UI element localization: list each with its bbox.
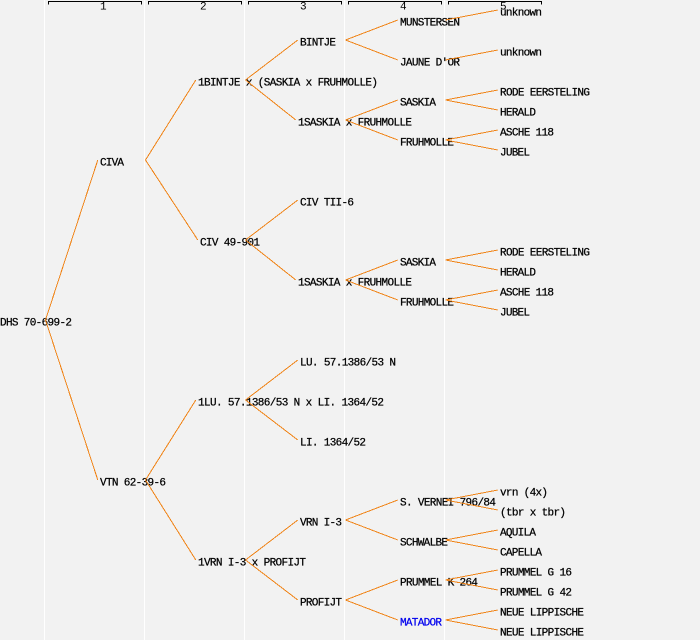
svg-text:CIVA: CIVA	[100, 157, 124, 169]
svg-text:VRN I-3: VRN I-3	[300, 517, 342, 529]
svg-text:MUNSTERSEN: MUNSTERSEN	[400, 17, 460, 29]
svg-text:MATADOR: MATADOR	[400, 617, 442, 629]
svg-text:unknown: unknown	[500, 7, 542, 19]
svg-text:JAUNE D'OR: JAUNE D'OR	[400, 57, 460, 69]
svg-text:LU. 57.1386/53 N: LU. 57.1386/53 N	[300, 357, 396, 369]
svg-text:NEUE LIPPISCHE: NEUE LIPPISCHE	[500, 607, 584, 619]
svg-text:1LU. 57.1386/53 N x LI. 1364/5: 1LU. 57.1386/53 N x LI. 1364/52	[198, 397, 384, 409]
svg-text:ASCHE 118: ASCHE 118	[500, 287, 554, 299]
svg-text:NEUE LIPPISCHE: NEUE LIPPISCHE	[500, 627, 584, 639]
svg-text:FRUHMOLLE: FRUHMOLLE	[400, 137, 454, 149]
svg-text:3: 3	[300, 2, 307, 14]
svg-text:AQUILA: AQUILA	[500, 527, 536, 539]
svg-text:LI. 1364/52: LI. 1364/52	[300, 437, 366, 449]
svg-text:2: 2	[200, 2, 207, 14]
svg-text:PRUMMEL G 16: PRUMMEL G 16	[500, 567, 572, 579]
svg-text:S. VERNEI 796/84: S. VERNEI 796/84	[400, 497, 496, 509]
svg-text:1: 1	[100, 2, 107, 14]
svg-text:PRUMMEL G 42: PRUMMEL G 42	[500, 587, 572, 599]
svg-text:SASKIA: SASKIA	[400, 97, 436, 109]
svg-text:JUBEL: JUBEL	[500, 147, 530, 159]
svg-text:HERALD: HERALD	[500, 107, 536, 119]
svg-text:1BINTJE x (SASKIA x FRUHMOLLE): 1BINTJE x (SASKIA x FRUHMOLLE)	[198, 77, 378, 89]
svg-text:DHS 70-699-2: DHS 70-699-2	[0, 317, 72, 329]
svg-text:RODE EERSTELING: RODE EERSTELING	[500, 87, 590, 99]
svg-text:VTN 62-39-6: VTN 62-39-6	[100, 477, 166, 489]
svg-text:RODE EERSTELING: RODE EERSTELING	[500, 247, 590, 259]
svg-text:vrn (4x): vrn (4x)	[500, 487, 548, 499]
svg-text:BINTJE: BINTJE	[300, 37, 336, 49]
svg-text:5: 5	[500, 2, 507, 14]
svg-text:HERALD: HERALD	[500, 267, 536, 279]
svg-text:(tbr x tbr): (tbr x tbr)	[500, 507, 566, 519]
svg-text:SASKIA: SASKIA	[400, 257, 436, 269]
svg-text:ASCHE 118: ASCHE 118	[500, 127, 554, 139]
svg-text:FRUHMOLLE: FRUHMOLLE	[400, 297, 454, 309]
svg-text:SCHWALBE: SCHWALBE	[400, 537, 448, 549]
svg-text:CIV 49-901: CIV 49-901	[200, 237, 260, 249]
svg-text:PRUMMEL K 264: PRUMMEL K 264	[400, 577, 478, 589]
svg-text:CAPELLA: CAPELLA	[500, 547, 542, 559]
svg-text:CIV TII-6: CIV TII-6	[300, 197, 354, 209]
svg-text:unknown: unknown	[500, 47, 542, 59]
svg-text:4: 4	[400, 2, 407, 14]
svg-text:PROFIJT: PROFIJT	[300, 597, 342, 609]
svg-text:JUBEL: JUBEL	[500, 307, 530, 319]
svg-text:1VRN I-3 x PROFIJT: 1VRN I-3 x PROFIJT	[198, 557, 306, 569]
